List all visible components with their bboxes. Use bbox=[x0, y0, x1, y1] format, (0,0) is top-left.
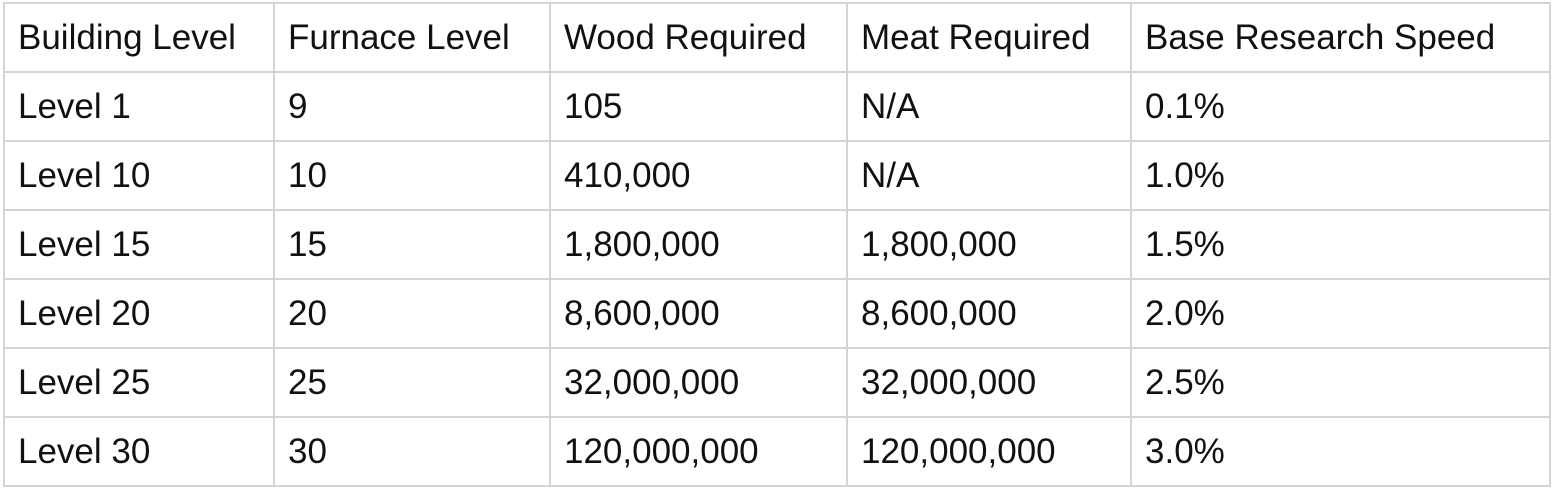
table-row: Level 30 30 120,000,000 120,000,000 3.0% bbox=[3, 416, 1551, 487]
table-cell: 32,000,000 bbox=[846, 347, 1132, 418]
table-cell: 8,600,000 bbox=[549, 278, 848, 349]
table-cell: 10 bbox=[273, 140, 551, 211]
table-cell: 1.5% bbox=[1130, 209, 1551, 280]
table-row: Level 20 20 8,600,000 8,600,000 2.0% bbox=[3, 278, 1551, 349]
table-cell: Level 1 bbox=[3, 71, 275, 142]
table-cell: 105 bbox=[549, 71, 848, 142]
table-cell: 15 bbox=[273, 209, 551, 280]
table-cell: 1.0% bbox=[1130, 140, 1551, 211]
table-cell: 32,000,000 bbox=[549, 347, 848, 418]
header-cell: Wood Required bbox=[549, 2, 848, 73]
table-body: Level 1 9 105 N/A 0.1% Level 10 10 410,000 N/A 1.… bbox=[3, 71, 1551, 487]
table-cell: 1,800,000 bbox=[846, 209, 1132, 280]
table-cell: 1,800,000 bbox=[549, 209, 848, 280]
table-row: Level 1 9 105 N/A 0.1% bbox=[3, 71, 1551, 142]
table-cell: 120,000,000 bbox=[549, 416, 848, 487]
table-cell: Level 10 bbox=[3, 140, 275, 211]
header-row: Building Level Furnace Level Wood Required… bbox=[3, 2, 1551, 73]
table-row: Level 25 25 32,000,000 32,000,000 2.5% bbox=[3, 347, 1551, 418]
table-cell: Level 25 bbox=[3, 347, 275, 418]
table-row: Level 15 15 1,800,000 1,800,000 1.5% bbox=[3, 209, 1551, 280]
header-cell: Base Research Speed bbox=[1130, 2, 1551, 73]
table-cell: 0.1% bbox=[1130, 71, 1551, 142]
table-cell: 8,600,000 bbox=[846, 278, 1132, 349]
header-cell: Furnace Level bbox=[273, 2, 551, 73]
table-cell: Level 15 bbox=[3, 209, 275, 280]
header-cell: Building Level bbox=[3, 2, 275, 73]
table-cell: 20 bbox=[273, 278, 551, 349]
table-cell: 410,000 bbox=[549, 140, 848, 211]
table-cell: 9 bbox=[273, 71, 551, 142]
header-cell: Meat Required bbox=[846, 2, 1132, 73]
table-cell: 120,000,000 bbox=[846, 416, 1132, 487]
table-cell: Level 20 bbox=[3, 278, 275, 349]
table-cell: 30 bbox=[273, 416, 551, 487]
table-row: Level 10 10 410,000 N/A 1.0% bbox=[3, 140, 1551, 211]
table-cell: N/A bbox=[846, 71, 1132, 142]
table-cell: N/A bbox=[846, 140, 1132, 211]
table-cell: 25 bbox=[273, 347, 551, 418]
table-cell: 2.0% bbox=[1130, 278, 1551, 349]
data-table: Building Level Furnace Level Wood Required… bbox=[3, 2, 1551, 487]
table-cell: Level 30 bbox=[3, 416, 275, 487]
table-cell: 2.5% bbox=[1130, 347, 1551, 418]
table-cell: 3.0% bbox=[1130, 416, 1551, 487]
